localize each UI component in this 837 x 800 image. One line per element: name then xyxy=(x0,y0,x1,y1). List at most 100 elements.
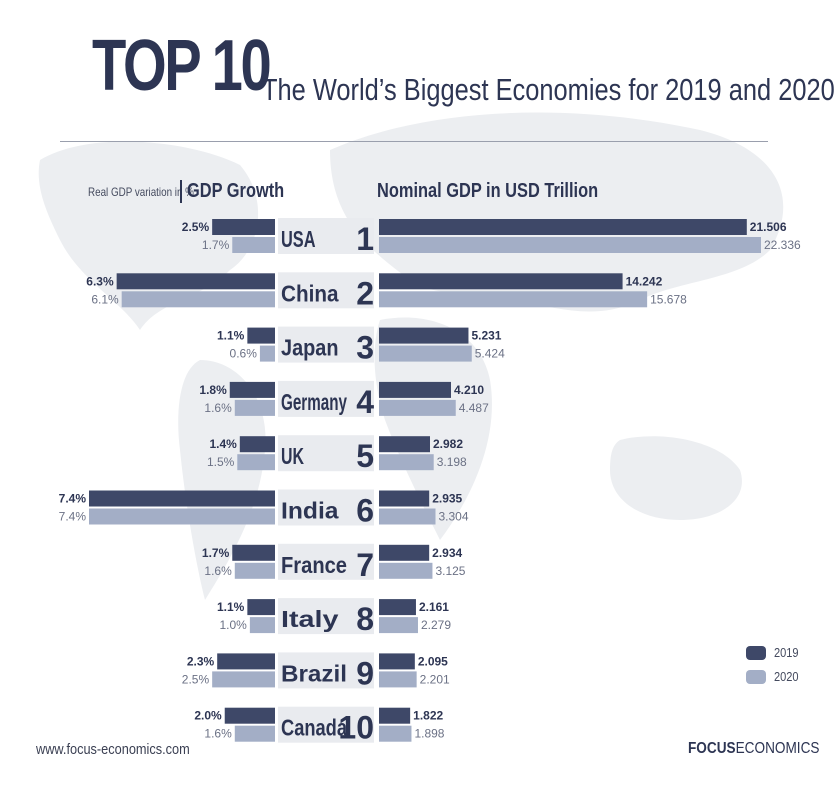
growth-value-2020-india: 7.4% xyxy=(59,510,87,524)
country-label-brazil: Brazil xyxy=(281,660,347,686)
rank-label-china: 2 xyxy=(356,275,374,311)
nominal-value-2020-japan: 5.424 xyxy=(475,347,505,361)
growth-value-2019-uk: 1.4% xyxy=(209,437,237,451)
growth-value-2020-uk: 1.5% xyxy=(207,455,235,469)
page-subtitle: The World’s Biggest Economies for 2019 a… xyxy=(262,72,835,107)
nominal-value-2020-uk: 3.198 xyxy=(437,455,467,469)
nominal-bar-2019-uk xyxy=(379,436,430,453)
growth-bar-2019-china xyxy=(116,273,275,290)
growth-bar-2019-france xyxy=(232,544,275,561)
south-america-shape xyxy=(178,360,266,600)
nominal-value-2019-japan: 5.231 xyxy=(471,329,501,343)
label-band-usa xyxy=(278,218,374,254)
label-band-canada xyxy=(278,706,374,743)
growth-bar-2020-canada xyxy=(234,725,275,742)
nominal-bar-2020-usa xyxy=(379,237,761,253)
growth-value-2019-canada: 2.0% xyxy=(194,709,222,723)
nominal-bar-2020-france xyxy=(379,562,433,579)
growth-bar-2020-uk xyxy=(237,454,275,471)
growth-value-2020-germany: 1.6% xyxy=(204,401,232,415)
legend-item-2020: 2020 xyxy=(746,668,803,692)
growth-bar-2019-uk xyxy=(239,436,275,453)
nominal-value-2019-brazil: 2.095 xyxy=(418,654,448,668)
country-label-usa: USA xyxy=(281,226,316,252)
label-band-china xyxy=(278,272,374,309)
africa-shape xyxy=(374,317,492,540)
growth-bar-2020-china xyxy=(121,291,275,308)
growth-value-2020-brazil: 2.5% xyxy=(182,672,210,686)
growth-bar-2020-germany xyxy=(234,399,275,416)
country-label-japan: Japan xyxy=(281,335,339,361)
growth-value-2020-japan: 0.6% xyxy=(230,347,258,361)
legend-label-2019: 2019 xyxy=(773,645,799,661)
nominal-bar-2019-france xyxy=(379,544,430,561)
growth-value-2019-germany: 1.8% xyxy=(199,383,227,397)
top10-heading: TOP 10 xyxy=(92,26,272,106)
nominal-bar-2019-germany xyxy=(379,381,452,398)
growth-bar-2020-brazil xyxy=(212,671,275,688)
brand-logo-bold: FOCUS xyxy=(688,740,736,757)
nominal-bar-2019-canada xyxy=(379,707,411,724)
growth-bar-2019-germany xyxy=(229,381,275,398)
growth-bar-2020-france xyxy=(234,562,275,579)
nominal-bar-2019-brazil xyxy=(379,653,415,670)
nominal-bar-2020-canada xyxy=(379,725,412,742)
growth-value-2020-france: 1.6% xyxy=(204,564,232,578)
header-divider xyxy=(60,141,768,142)
country-label-germany: Germany xyxy=(281,389,347,415)
growth-value-2019-india: 7.4% xyxy=(59,492,87,506)
nominal-bar-2019-usa xyxy=(379,219,747,235)
country-label-china: China xyxy=(281,280,339,306)
growth-bar-2020-italy xyxy=(249,617,275,634)
nominal-value-2020-canada: 1.898 xyxy=(414,727,444,741)
growth-value-2019-brazil: 2.3% xyxy=(187,654,215,668)
legend-label-2020: 2020 xyxy=(773,669,799,685)
nominal-value-2019-china: 14.242 xyxy=(626,274,663,288)
country-label-india: India xyxy=(281,498,339,524)
rank-label-uk: 5 xyxy=(356,438,374,474)
nominal-bar-2020-japan xyxy=(379,345,472,362)
nominal-bar-2019-italy xyxy=(379,599,416,616)
growth-value-2020-china: 6.1% xyxy=(91,292,119,306)
nominal-bar-2020-brazil xyxy=(379,671,417,688)
label-band-japan xyxy=(278,326,374,363)
nominal-value-2020-italy: 2.279 xyxy=(421,618,451,632)
growth-label-divider xyxy=(180,180,182,203)
nominal-value-2020-germany: 4.487 xyxy=(459,401,489,415)
growth-bar-2019-japan xyxy=(247,327,275,344)
australia-shape xyxy=(610,436,742,520)
legend-item-2019: 2019 xyxy=(746,644,803,668)
brand-logo-light: ECONOMICS xyxy=(735,740,820,757)
nominal-bar-2019-china xyxy=(379,273,623,290)
growth-value-2020-canada: 1.6% xyxy=(204,727,232,741)
nominal-bar-2020-italy xyxy=(379,617,418,634)
label-band-germany xyxy=(278,380,374,417)
website-link[interactable]: www.focus-economics.com xyxy=(36,741,190,758)
growth-unit-label: Real GDP variation in % xyxy=(88,185,194,199)
nominal-value-2019-canada: 1.822 xyxy=(413,709,443,723)
rank-label-italy: 8 xyxy=(356,601,374,637)
label-band-france xyxy=(278,543,374,580)
rank-label-usa: 1 xyxy=(356,221,374,257)
nominal-value-2020-china: 15.678 xyxy=(650,292,687,306)
growth-bar-2020-usa xyxy=(232,237,275,253)
legend-swatch-2020 xyxy=(746,669,766,684)
growth-value-2020-italy: 1.0% xyxy=(220,618,248,632)
nominal-value-2020-brazil: 2.201 xyxy=(420,672,450,686)
gdp-growth-title: GDP Growth xyxy=(187,180,285,202)
rank-label-india: 6 xyxy=(356,493,374,529)
country-label-canada: Canada xyxy=(281,715,347,741)
country-label-italy: Italy xyxy=(281,606,339,632)
nominal-value-2019-germany: 4.210 xyxy=(454,383,484,397)
growth-bar-2020-india xyxy=(89,508,275,525)
nominal-bar-2020-india xyxy=(379,508,436,525)
nominal-value-2020-france: 3.125 xyxy=(435,564,465,578)
rank-label-brazil: 9 xyxy=(356,655,374,691)
rank-label-canada: 10 xyxy=(338,710,374,746)
rank-label-france: 7 xyxy=(356,547,374,583)
nominal-bar-2020-china xyxy=(379,291,648,308)
nominal-value-2019-uk: 2.982 xyxy=(433,437,463,451)
nominal-value-2020-usa: 22.336 xyxy=(764,238,801,252)
chart-legend: 2019 2020 xyxy=(746,644,803,692)
